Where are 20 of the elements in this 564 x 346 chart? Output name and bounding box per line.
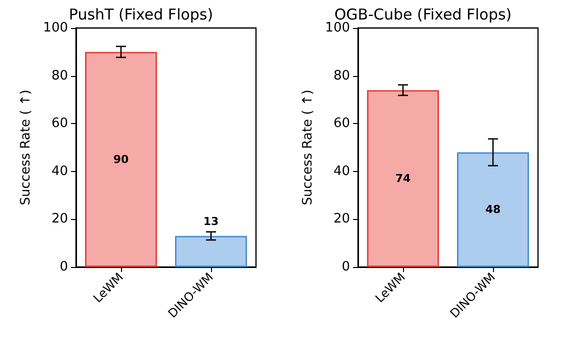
data-label: 48 xyxy=(485,203,501,216)
y-tick-label: 100 xyxy=(325,20,350,36)
y-tick-label: 0 xyxy=(342,260,350,274)
y-tick-label: 60 xyxy=(333,116,350,132)
y-tick-label: 40 xyxy=(51,164,68,179)
data-label: 90 xyxy=(113,152,129,166)
y-tick-label: 0 xyxy=(60,260,68,274)
y-tick-label: 20 xyxy=(51,212,68,227)
y-axis-title: Success Rate ( ↑) xyxy=(300,90,316,206)
y-tick-label: 40 xyxy=(333,164,350,179)
y-tick-label: 60 xyxy=(51,116,68,132)
y-tick-label: 80 xyxy=(333,68,350,84)
data-label: 13 xyxy=(203,214,219,228)
y-tick-label: 80 xyxy=(51,68,68,84)
y-tick-label: 20 xyxy=(333,212,350,227)
chart-title: OGB-Cube (Fixed Flops) xyxy=(334,6,512,24)
y-tick-label: 100 xyxy=(43,20,68,36)
chart-title: PushT (Fixed Flops) xyxy=(68,6,214,24)
data-label: 74 xyxy=(395,172,411,186)
y-axis-title: Success Rate ( ↑) xyxy=(18,90,34,206)
